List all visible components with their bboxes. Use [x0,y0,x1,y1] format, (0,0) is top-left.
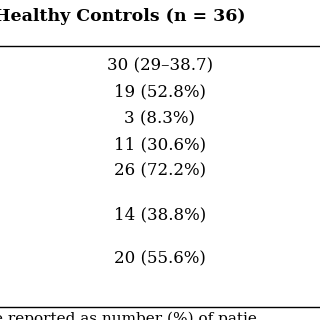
Text: 19 (52.8%): 19 (52.8%) [114,84,206,101]
Text: Healthy Controls (n = 36): Healthy Controls (n = 36) [0,8,245,25]
Text: 30 (29–38.7): 30 (29–38.7) [107,58,213,75]
Text: 20 (55.6%): 20 (55.6%) [114,250,206,267]
Text: 3 (8.3%): 3 (8.3%) [124,110,196,127]
Text: 26 (72.2%): 26 (72.2%) [114,163,206,180]
Text: e reported as number (%) of patie: e reported as number (%) of patie [0,312,256,320]
Text: 11 (30.6%): 11 (30.6%) [114,136,206,153]
Text: 14 (38.8%): 14 (38.8%) [114,206,206,223]
